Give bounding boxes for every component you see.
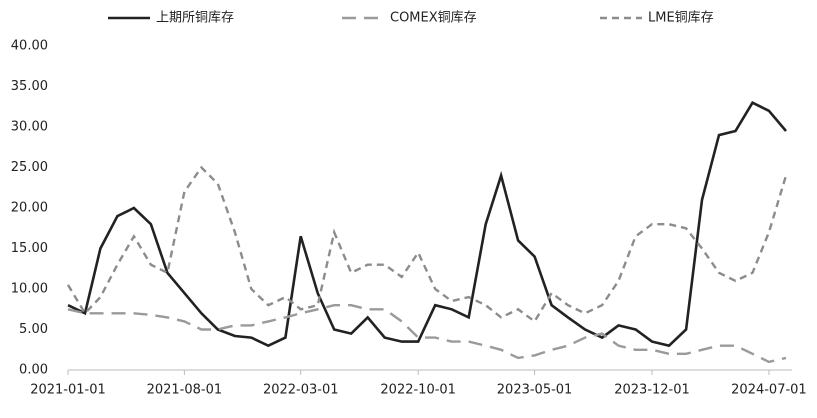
legend-label: COMEX铜库存 (390, 10, 477, 26)
x-tick-label: 2023-12-01 (614, 383, 690, 398)
x-tick-label: 2023-05-01 (497, 383, 573, 398)
y-tick-label: 5.00 (19, 322, 48, 337)
y-tick-label: 10.00 (11, 282, 48, 297)
series-line (67, 101, 787, 348)
legend-label: 上期所铜库存 (156, 10, 234, 26)
x-tick-label: 2022-10-01 (380, 383, 456, 398)
y-tick-label: 20.00 (11, 201, 48, 216)
x-tick-label: 2021-01-01 (30, 383, 106, 398)
x-tick-label: 2021-08-01 (147, 383, 223, 398)
series-line (66, 165, 788, 324)
y-tick-label: 40.00 (11, 39, 48, 54)
y-tick-label: 0.00 (19, 363, 48, 378)
x-tick-label: 2024-07-01 (731, 383, 807, 398)
legend-label: LME铜库存 (648, 10, 714, 26)
x-tick-label: 2022-03-01 (263, 383, 339, 398)
y-tick-label: 35.00 (11, 79, 48, 94)
series-line (67, 304, 787, 364)
y-tick-label: 15.00 (11, 241, 48, 256)
y-tick-label: 25.00 (11, 160, 48, 175)
y-tick-label: 30.00 (11, 120, 48, 135)
